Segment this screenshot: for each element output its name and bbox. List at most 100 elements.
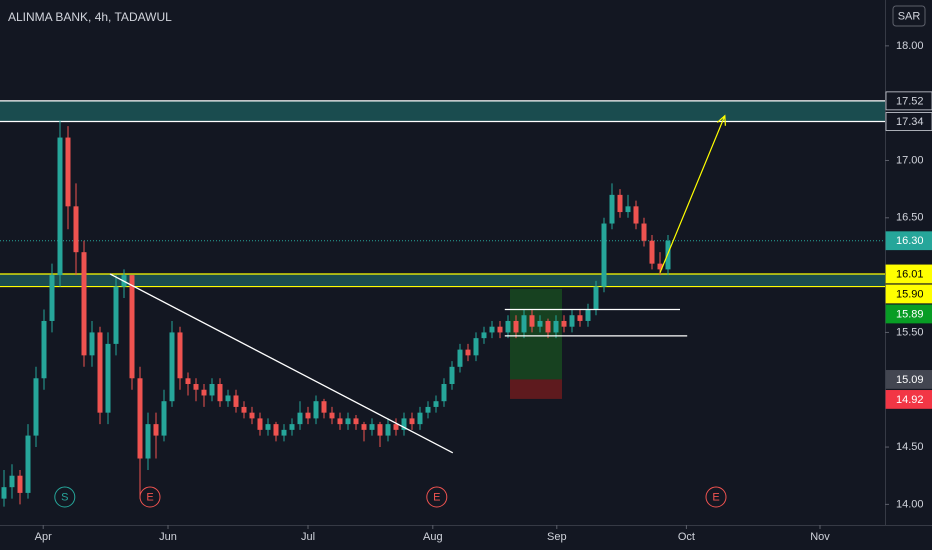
y-tick-label: 15.50 — [896, 326, 924, 338]
position-loss — [510, 379, 562, 399]
chart-title: ALINMA BANK, 4h, TADAWUL — [8, 10, 172, 24]
candle-body — [249, 412, 255, 419]
candle-body — [401, 418, 407, 430]
price-label: 17.52 — [896, 95, 924, 107]
price-label-bg — [885, 112, 932, 131]
price-label-bg — [885, 264, 932, 284]
price-label-bg — [885, 370, 932, 389]
candle-body — [657, 263, 663, 270]
candle-body — [585, 309, 591, 321]
price-label-bg — [885, 390, 932, 409]
candle-body — [281, 429, 287, 436]
candle-body — [177, 332, 183, 379]
candle-body — [649, 240, 655, 264]
candle-body — [1, 487, 7, 499]
candle-body — [473, 338, 479, 356]
candle-body — [497, 326, 503, 333]
candle-body — [441, 384, 447, 402]
price-label: 17.34 — [896, 116, 924, 128]
event-label: E — [146, 491, 153, 503]
candle-body — [577, 315, 583, 321]
price-label: 15.90 — [896, 288, 924, 300]
candle-body — [65, 137, 71, 207]
candle-body — [553, 320, 559, 333]
candle-body — [489, 326, 495, 333]
candle-body — [377, 424, 383, 436]
candle-body — [185, 378, 191, 385]
candle-body — [345, 418, 351, 425]
price-label: 16.01 — [896, 268, 924, 280]
price-label: 15.89 — [896, 308, 924, 320]
y-tick-label: 14.50 — [896, 441, 924, 453]
candle-body — [33, 378, 39, 436]
x-tick-label: Nov — [810, 531, 830, 543]
candle-body — [225, 395, 231, 402]
x-tick-label: Sep — [547, 531, 567, 543]
event-marker — [54, 486, 76, 508]
zone — [0, 100, 885, 122]
y-tick-label: 17.00 — [896, 154, 924, 166]
candle-body — [481, 332, 487, 339]
event-marker — [705, 486, 727, 508]
candle-body — [425, 406, 431, 413]
candle-body — [9, 475, 15, 488]
candle-body — [569, 315, 575, 327]
candle-body — [329, 412, 335, 419]
candle-body — [97, 332, 103, 413]
candle-body — [593, 286, 599, 310]
candle-body — [265, 424, 271, 430]
candle-body — [625, 206, 631, 213]
candle-body — [297, 412, 303, 425]
candle-body — [161, 401, 167, 436]
event-marker — [139, 486, 161, 508]
y-tick-label: 18.00 — [896, 40, 924, 52]
candle-body — [361, 424, 367, 430]
candle-body — [633, 206, 639, 224]
candle-body — [145, 424, 151, 459]
candle-body — [385, 424, 391, 436]
candle-body — [113, 286, 119, 344]
x-tick-label: Jul — [301, 531, 315, 543]
x-tick-label: Aug — [423, 531, 443, 543]
candle-body — [25, 435, 31, 493]
price-label-bg — [885, 284, 932, 304]
event-label: S — [61, 491, 68, 503]
candle-body — [601, 223, 607, 287]
drawn-line — [109, 273, 454, 454]
candle-body — [57, 137, 63, 276]
arrow-head — [716, 114, 726, 126]
x-tick-label: Apr — [35, 531, 52, 543]
x-tick-label: Jun — [159, 531, 177, 543]
candle-body — [49, 275, 55, 321]
candle-body — [457, 349, 463, 367]
candle-body — [321, 401, 327, 413]
candle-body — [433, 401, 439, 407]
candle-body — [153, 424, 159, 436]
candle-body — [537, 320, 543, 327]
candle-body — [17, 475, 23, 493]
event-label: E — [712, 491, 719, 503]
candle-body — [169, 332, 175, 402]
candle-body — [513, 320, 519, 333]
price-label: 14.92 — [896, 394, 924, 406]
zone — [0, 273, 885, 287]
candle-body — [665, 240, 671, 270]
candle-body — [521, 315, 527, 333]
candle-body — [89, 332, 95, 356]
candle-body — [313, 401, 319, 419]
candle-body — [233, 395, 239, 407]
candle-body — [217, 384, 223, 402]
candle-body — [273, 424, 279, 436]
currency: SAR — [898, 10, 921, 22]
candle-body — [209, 384, 215, 396]
candle-body — [41, 320, 47, 379]
candle-body — [81, 252, 87, 356]
candle-body — [337, 418, 343, 425]
candle-body — [137, 378, 143, 459]
candle-body — [641, 223, 647, 241]
event-label: E — [433, 491, 440, 503]
candle-body — [305, 412, 311, 419]
y-tick-label: 14.00 — [896, 498, 924, 510]
candle-body — [417, 412, 423, 425]
